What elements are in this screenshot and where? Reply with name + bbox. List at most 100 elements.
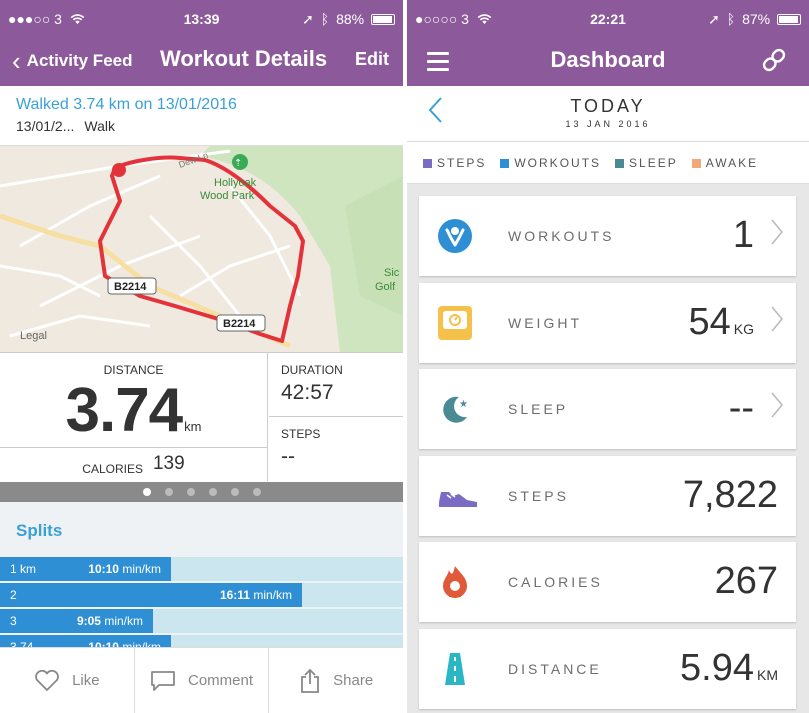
chevron-left-icon: ‹: [12, 46, 21, 76]
distance-value: 5.94: [680, 646, 754, 689]
park-label-2: Wood Park: [200, 190, 255, 202]
page-dot: [186, 488, 195, 496]
legend-swatch: [423, 158, 432, 168]
bluetooth-icon: ᛒ: [726, 11, 736, 27]
split-pace-value: 10:10: [88, 640, 119, 647]
map-legal-link[interactable]: Legal: [20, 330, 47, 342]
dashboard-screen: ●○○○○ 3 22:21 ➚ ᛒ 87% Dashboard TODAY 13…: [407, 0, 809, 713]
legend-label: WORKOUTS: [514, 155, 602, 170]
share-button[interactable]: Share: [269, 648, 403, 713]
like-button[interactable]: Like: [0, 648, 135, 713]
workout-stats: DISTANCE 3.74 km CALORIES 139 DURATION 42:…: [0, 353, 403, 481]
distance-value-row: 5.94 KM: [680, 647, 778, 690]
legend-swatch: [615, 158, 625, 168]
calories-label: CALORIES: [82, 462, 143, 476]
svg-text:⇡: ⇡: [234, 158, 242, 169]
page-dot: [164, 488, 173, 496]
splits-title: Splits: [16, 521, 63, 540]
steps-card[interactable]: STEPS 7,822: [419, 455, 796, 536]
comment-button[interactable]: Comment: [135, 648, 270, 713]
park-area: [200, 146, 403, 352]
bluetooth-icon: ᛒ: [320, 11, 330, 27]
split-pace: 9:05 min/km: [77, 614, 143, 628]
status-bar: ●○○○○ 3 22:21 ➚ ᛒ 87%: [407, 0, 809, 38]
duration-panel: DURATION 42:57: [269, 353, 403, 417]
battery-percent: 87%: [742, 11, 771, 27]
split-pace: 16:11 min/km: [220, 588, 292, 602]
svg-text:★: ★: [459, 399, 468, 410]
distance-panel: DISTANCE 3.74 km CALORIES 139: [0, 353, 268, 481]
battery-icon: [777, 14, 801, 25]
edit-button[interactable]: Edit: [355, 49, 389, 69]
steps-label: STEPS: [281, 427, 321, 441]
share-label: Share: [333, 672, 374, 689]
distance-card[interactable]: DISTANCE 5.94 KM: [419, 628, 796, 709]
calories-icon: [437, 564, 473, 600]
location-arrow-icon: ➚: [708, 11, 720, 27]
date-selector: TODAY 13 JAN 2016: [407, 86, 809, 142]
calories-value: 267: [714, 560, 778, 602]
route-end-marker: [112, 163, 126, 177]
link-icon[interactable]: [761, 47, 787, 78]
page-indicator[interactable]: [0, 482, 403, 502]
back-button[interactable]: ‹ Activity Feed: [12, 48, 132, 74]
location-arrow-icon: ➚: [302, 11, 314, 27]
road-label-1: B2214: [114, 281, 147, 293]
workouts-card[interactable]: WORKOUTS 1: [419, 196, 796, 276]
park-label-1: Hollyoak: [214, 177, 257, 189]
route-map[interactable]: ⇡ Dew Ln Hollyoak Wood Park Sic Golf B22…: [0, 146, 403, 353]
steps-panel: STEPS --: [269, 417, 403, 481]
split-pace-unit: min/km: [122, 562, 161, 576]
legend-label: AWAKE: [705, 155, 759, 170]
hamburger-menu-icon[interactable]: [427, 52, 449, 76]
road-sign-2: [216, 314, 266, 332]
road-label-2: B2214: [223, 318, 256, 330]
distance-unit: KM: [757, 666, 778, 683]
workout-date: 13/01/2...: [16, 118, 75, 134]
chart-legend: STEPS WORKOUTS SLEEP AWAKE: [407, 142, 809, 184]
page-title: Dashboard: [550, 47, 666, 72]
map-graphic: ⇡ Dew Ln Hollyoak Wood Park Sic Golf B22…: [0, 146, 403, 352]
page-dot: [252, 488, 261, 496]
weight-label: WEIGHT: [508, 314, 582, 331]
split-km: 1 km: [10, 562, 37, 576]
road-sign-1: [107, 277, 157, 295]
chevron-right-icon: [770, 305, 784, 341]
distance-icon: [437, 651, 473, 687]
distance-label: DISTANCE: [103, 363, 164, 377]
split-km: 3.74: [10, 640, 34, 647]
split-bar: [0, 609, 153, 633]
sleep-value-row: --: [729, 387, 754, 430]
golf-label-2: Golf: [375, 281, 396, 293]
calories-value-row: 267: [715, 560, 778, 603]
page-title: Workout Details: [160, 46, 328, 71]
legend-swatch: [691, 158, 701, 168]
page-dot: [142, 488, 151, 496]
workout-subtitle: 13/01/2... Walk: [16, 118, 387, 134]
screen-divider: [403, 0, 407, 713]
steps-icon: [437, 478, 477, 514]
weight-card[interactable]: WEIGHT 54 KG: [419, 282, 796, 363]
previous-day-button[interactable]: [427, 96, 443, 132]
workouts-label: WORKOUTS: [508, 228, 615, 244]
date-value: 13 JAN 2016: [565, 119, 651, 129]
duration-label: DURATION: [281, 363, 343, 377]
calories-value: 139: [152, 453, 185, 474]
comment-icon: [151, 670, 175, 691]
weight-icon: [437, 305, 473, 341]
battery-percent: 88%: [336, 11, 365, 27]
splits-section: Splits 1 km 10:10 min/km 2 16:11 min/km 3 9:0…: [0, 502, 403, 647]
split-pace-value: 16:11: [219, 588, 250, 602]
calories-card[interactable]: CALORIES 267: [419, 542, 796, 622]
split-pace: 10:10 min/km: [88, 640, 161, 647]
split-row: 3 9:05 min/km: [0, 609, 403, 633]
splits-list: 1 km 10:10 min/km 2 16:11 min/km 3 9:05 min/k…: [0, 557, 403, 647]
split-pace-unit: min/km: [122, 640, 161, 647]
sleep-card[interactable]: ★ SLEEP --: [419, 369, 796, 449]
chevron-right-icon: [770, 218, 784, 254]
battery-icon: [371, 14, 395, 25]
workout-type: Walk: [84, 118, 115, 134]
status-time: 22:21: [590, 11, 626, 27]
split-pace-unit: min/km: [104, 614, 143, 628]
sleep-label: SLEEP: [508, 401, 569, 417]
